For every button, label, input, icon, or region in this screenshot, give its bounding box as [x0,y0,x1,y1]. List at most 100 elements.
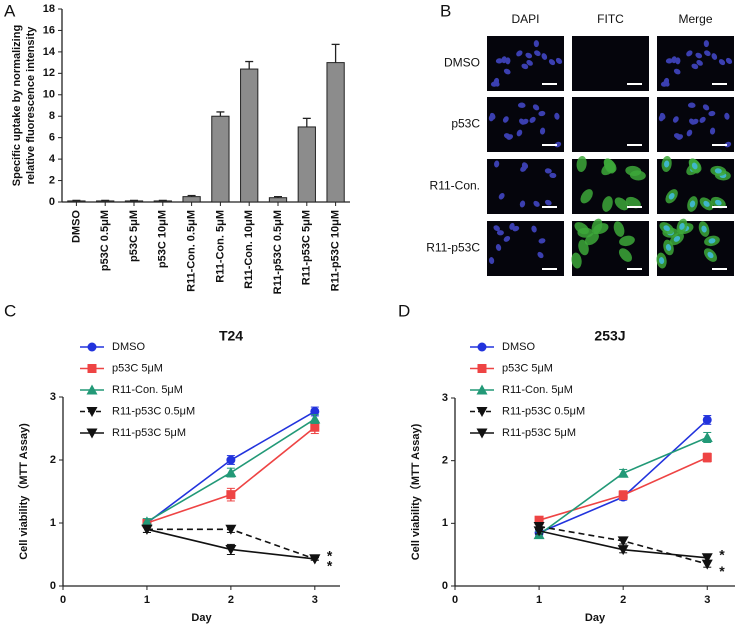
nucleus [696,60,703,66]
marker [309,413,321,424]
y-tick-label: 1 [50,517,56,529]
nucleus [521,63,529,70]
cell [625,165,642,176]
nucleus [533,200,540,207]
bar [268,197,288,203]
x-tick-label: DMSO [70,210,82,243]
nucleus [519,200,526,208]
y-axis-label: relative fluorescence intensity [25,26,37,185]
nucleus [703,200,710,207]
marker [701,559,713,570]
y-tick-label: 0 [49,196,55,208]
nucleus [658,114,665,122]
nucleus [672,116,679,123]
nucleus [663,225,670,232]
cell [580,189,593,204]
nucleus [689,200,696,208]
marker [534,515,544,525]
x-tick-label: R11-p53C 0.5μM [272,210,284,294]
bar [182,196,201,203]
y-tick-label: 0 [50,580,56,592]
nucleus [537,251,544,259]
nucleus [686,50,693,57]
legend-label: R11-p53C 0.5μM [112,405,195,417]
nucleus [708,238,716,244]
legend-label: p53C 5μM [112,362,163,374]
marker [225,467,237,478]
nucleus [506,134,514,140]
x-tick-label: 1 [536,594,542,606]
nucleus [517,102,525,108]
bar [96,200,115,203]
nucleus [689,118,696,125]
micrograph [657,97,734,152]
nucleus [676,134,684,140]
x-tick-label: R11-p53C 5μM [301,210,313,285]
nucleus [503,235,511,242]
cell [625,196,641,209]
cell [613,221,625,237]
y-tick-label: 6 [49,132,55,144]
marker [701,553,713,564]
nucleus [525,52,533,59]
bar [153,200,172,203]
y-tick-label: 3 [442,392,448,404]
cell [602,196,613,212]
x-axis-label: Day [585,612,606,624]
cell [603,158,616,174]
legend-marker [476,428,488,439]
nucleus [695,52,703,59]
legend-label: R11-Con. 5μM [112,384,183,396]
bar [124,200,144,203]
series-line [538,456,708,521]
marker [225,524,237,535]
nucleus [509,222,515,230]
nucleus [544,199,552,206]
row-label: R11-Con. [430,179,480,193]
panel-label: C [4,301,16,320]
nucleus [529,116,536,123]
x-tick-label: R11-p53C 10μM [330,210,342,291]
nucleus [521,162,528,170]
nucleus [699,116,706,123]
cell [591,218,603,235]
chart-title: 253J [594,328,625,344]
nucleus [541,53,548,60]
nucleus [673,68,681,75]
cell [614,197,629,211]
x-axis-label: Day [191,612,212,624]
nucleus [702,104,710,111]
nucleus [701,225,707,233]
marker [310,406,320,416]
legend-marker [476,384,488,395]
annotation: * [327,548,333,564]
bar [297,126,316,203]
x-tick-label: R11-Con. 5μM [214,210,226,283]
marker [617,467,629,478]
row-label: R11-p53C [426,241,480,255]
nucleus [663,80,670,87]
x-tick-label: R11-Con. 10μM [243,210,255,289]
marker [141,516,153,527]
y-tick-label: 3 [50,391,56,403]
nucleus [691,162,698,170]
legend-label: R11-p53C 5μM [112,427,186,439]
marker [702,415,712,425]
cell [578,239,589,256]
nucleus [531,225,537,233]
nucleus [707,251,714,259]
marker [309,554,321,565]
x-tick-label: 3 [312,594,318,606]
legend-marker [86,384,98,395]
legend-marker [477,364,487,373]
nucleus [526,60,533,66]
nucleus [495,244,502,251]
nucleus [538,110,546,117]
nucleus [687,102,695,108]
y-tick-label: 18 [43,3,55,15]
nucleus [538,238,546,244]
nucleus [708,110,716,117]
bar [326,62,345,203]
nucleus [503,68,511,75]
cell [619,235,635,247]
